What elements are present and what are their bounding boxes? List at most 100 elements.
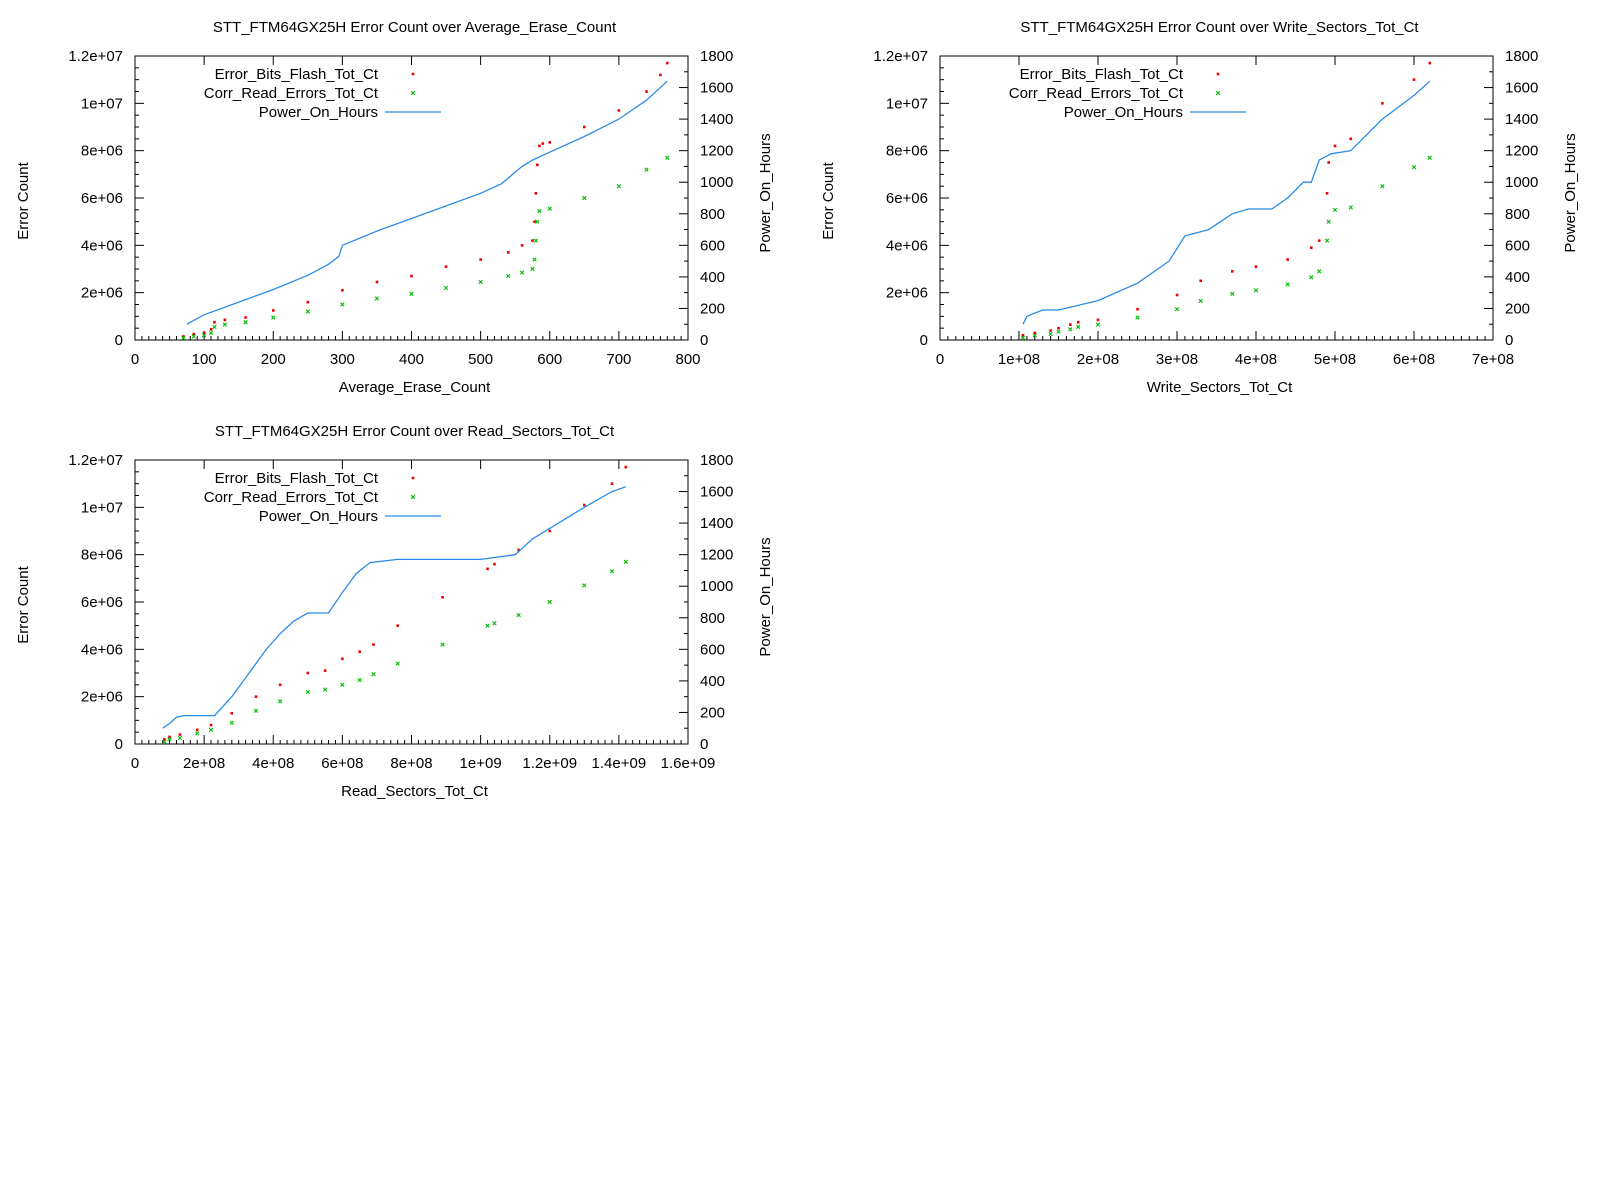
data-point-error-bits: [306, 671, 310, 675]
y-tick-label: 1.2e+07: [68, 48, 123, 65]
data-point-corr-read: [1174, 307, 1180, 312]
data-point-corr-read: [1076, 324, 1081, 330]
y2-tick-label: 600: [700, 641, 725, 658]
legend-swatch-corr-read: [410, 90, 416, 96]
data-point-corr-read: [305, 309, 311, 314]
y-tick-label: 1e+07: [81, 95, 123, 112]
data-point-error-bits: [209, 328, 213, 331]
y2-tick-label: 800: [1505, 206, 1530, 223]
data-point-error-bits: [1349, 137, 1353, 141]
y-tick-label: 0: [920, 332, 928, 349]
data-point-corr-read: [582, 195, 587, 201]
data-point-corr-read: [616, 183, 622, 189]
data-point-error-bits: [375, 280, 379, 284]
data-point-corr-read: [1056, 329, 1061, 334]
y2-tick-label: 600: [700, 237, 725, 254]
data-point-error-bits: [583, 503, 586, 507]
data-point-error-bits: [341, 289, 344, 292]
y2-tick-label: 1000: [700, 174, 733, 191]
data-point-error-bits: [617, 109, 621, 112]
data-point-error-bits: [1254, 265, 1258, 268]
data-point-error-bits: [178, 733, 182, 736]
data-point-corr-read: [1020, 335, 1026, 340]
y-tick-label: 6e+06: [81, 190, 123, 207]
data-point-corr-read: [340, 302, 345, 307]
x-tick-label: 300: [330, 351, 355, 368]
series-corr-read: [162, 559, 628, 744]
data-point-error-bits: [410, 274, 413, 278]
y2-tick-label: 1400: [700, 515, 733, 532]
legend: Error_Bits_Flash_Tot_Ct Corr_Read_Errors_…: [204, 470, 441, 525]
data-point-corr-read: [222, 322, 228, 327]
data-point-corr-read: [1198, 298, 1203, 304]
y2-tick-label: 1200: [700, 143, 733, 160]
data-point-corr-read: [530, 266, 535, 272]
legend-label-power-on: Power_On_Hours: [259, 104, 378, 121]
data-point-error-bits: [538, 144, 541, 148]
y2-tick-label: 1000: [1505, 174, 1538, 191]
data-point-corr-read: [547, 206, 552, 211]
chart-title: STT_FTM64GX25H Error Count over Write_Se…: [1020, 19, 1419, 36]
data-point-error-bits: [520, 244, 524, 247]
data-point-corr-read: [395, 661, 400, 666]
data-point-error-bits: [230, 711, 234, 715]
data-point-corr-read: [212, 324, 217, 330]
data-point-corr-read: [208, 727, 214, 732]
data-point-corr-read: [443, 285, 449, 291]
y-tick-label: 8e+06: [81, 547, 123, 564]
x-tick-label: 600: [537, 351, 562, 368]
series-error-bits: [182, 61, 669, 338]
data-point-corr-read: [516, 612, 521, 618]
y2-tick-label: 0: [1505, 332, 1513, 349]
data-point-corr-read: [322, 687, 328, 692]
data-point-error-bits: [163, 737, 166, 741]
data-point-corr-read: [1348, 205, 1353, 210]
data-point-error-bits: [610, 482, 614, 485]
data-point-corr-read: [1324, 238, 1330, 243]
x-tick-label: 8e+08: [390, 755, 432, 772]
data-point-corr-read: [167, 737, 172, 742]
data-point-corr-read: [532, 257, 537, 262]
data-point-corr-read: [1032, 333, 1037, 338]
data-point-error-bits: [583, 125, 586, 129]
data-point-error-bits: [1199, 279, 1202, 283]
series-power-on: [186, 80, 668, 325]
y-tick-label: 0: [115, 332, 123, 349]
y2-tick-label: 1800: [1505, 48, 1538, 65]
x-tick-label: 1.4e+09: [592, 755, 647, 772]
data-point-corr-read: [1095, 322, 1101, 327]
data-point-error-bits: [244, 316, 247, 319]
data-point-error-bits: [323, 669, 327, 672]
data-point-corr-read: [644, 167, 649, 172]
y2-tick-label: 800: [700, 610, 725, 627]
legend-label-error-bits: Error_Bits_Flash_Tot_Ct: [215, 66, 379, 83]
y2-tick-label: 1400: [1505, 111, 1538, 128]
y2-tick-label: 0: [700, 736, 708, 753]
series-line-power-on: [186, 80, 668, 325]
data-point-error-bits: [1333, 144, 1337, 148]
x-axis-label: Average_Erase_Count: [339, 379, 491, 396]
data-point-error-bits: [493, 562, 496, 566]
legend-label-power-on: Power_On_Hours: [1064, 104, 1183, 121]
chart-1: STT_FTM64GX25H Error Count over Average_…: [15, 19, 774, 396]
y-tick-label: 8e+06: [886, 143, 928, 160]
legend: Error_Bits_Flash_Tot_Ct Corr_Read_Errors_…: [204, 66, 441, 121]
data-point-corr-read: [195, 731, 200, 736]
data-point-corr-read: [535, 219, 540, 224]
data-point-error-bits: [1325, 191, 1329, 195]
data-point-error-bits: [1428, 61, 1432, 65]
y2-tick-label: 0: [700, 332, 708, 349]
y-tick-label: 6e+06: [886, 190, 928, 207]
data-point-error-bits: [358, 650, 361, 653]
x-tick-label: 1e+08: [998, 351, 1040, 368]
data-point-corr-read: [1285, 282, 1290, 287]
data-point-error-bits: [341, 657, 344, 661]
data-point-error-bits: [533, 220, 536, 223]
legend-swatch-corr-read: [410, 494, 416, 500]
y-axis-label: Error Count: [820, 161, 837, 239]
x-tick-label: 1.6e+09: [661, 755, 716, 772]
y2-axis-label: Power_On_Hours: [757, 537, 774, 656]
y-tick-label: 0: [115, 736, 123, 753]
data-point-corr-read: [1380, 183, 1385, 189]
